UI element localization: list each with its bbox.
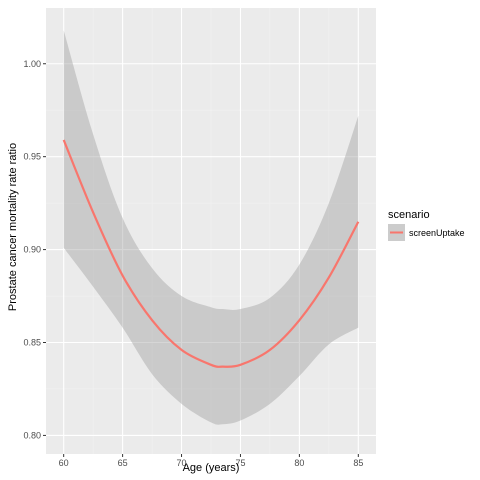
confidence-bands <box>63 30 359 425</box>
x-axis-title: Age (years) <box>183 462 240 474</box>
x-tick-label: 75 <box>235 458 245 468</box>
x-tick-label: 70 <box>177 458 187 468</box>
y-tick-label: 1.00 <box>23 59 41 69</box>
y-tick-label: 0.80 <box>23 430 41 440</box>
legend-title: scenario <box>388 209 430 221</box>
y-axis: 0.80 0.85 0.90 0.95 1.00 <box>23 59 46 440</box>
y-axis-title: Prostate cancer mortality rate ratio <box>7 143 19 311</box>
legend-label: screenUptake <box>409 228 465 238</box>
minor-gridlines <box>46 8 376 454</box>
x-tick-label: 85 <box>353 458 363 468</box>
x-tick-label: 60 <box>59 458 69 468</box>
y-tick-label: 0.85 <box>23 338 41 348</box>
y-tick-label: 0.90 <box>23 245 41 255</box>
series-line <box>62 139 360 368</box>
x-tick-label: 80 <box>294 458 304 468</box>
x-tick-label: 65 <box>118 458 128 468</box>
confidence-band <box>63 30 359 425</box>
legend: scenario screenUptake <box>388 209 465 241</box>
series-lines <box>62 139 360 368</box>
y-tick-label: 0.95 <box>23 152 41 162</box>
major-gridlines <box>46 8 376 454</box>
x-axis: 60 65 70 75 80 85 <box>59 454 363 468</box>
